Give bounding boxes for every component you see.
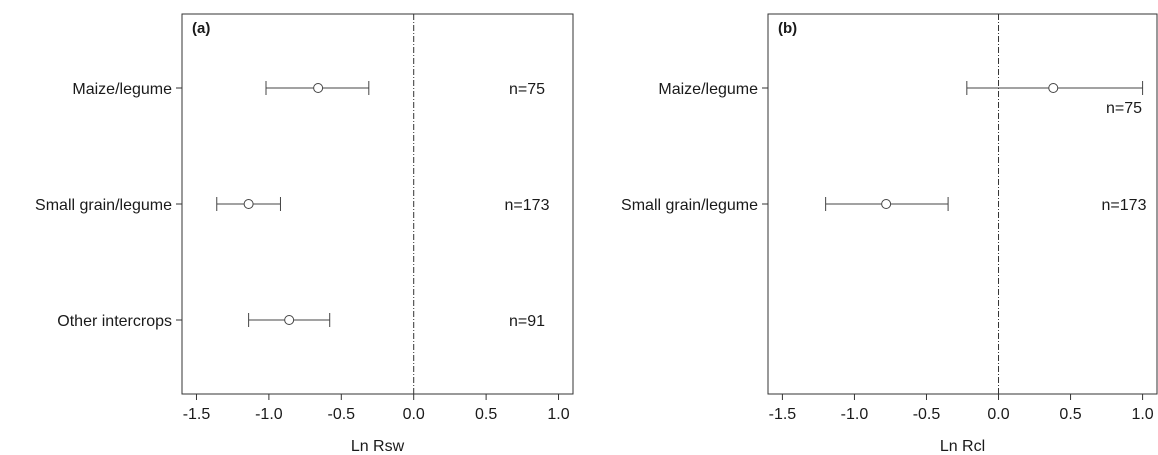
x-tick-label: -1.5 (183, 406, 211, 423)
n-label: n=75 (1106, 100, 1142, 117)
point-estimate (313, 83, 324, 93)
n-label: n=173 (505, 197, 550, 214)
category-label: Small grain/legume (35, 197, 172, 214)
x-tick-label: 1.0 (547, 406, 569, 423)
n-label: n=91 (509, 313, 545, 330)
x-axis-label: Ln Rcl (940, 438, 985, 455)
x-tick-label: -1.0 (841, 406, 869, 423)
x-axis-label: Ln Rsw (351, 438, 405, 455)
x-tick-label: 0.0 (987, 406, 1009, 423)
category-label: Maize/legume (72, 81, 172, 98)
n-label: n=75 (509, 81, 545, 98)
point-estimate (881, 199, 892, 209)
x-tick-label: -0.5 (328, 406, 356, 423)
panel-a: (a) -1.5 -1.0 -0.5 0.0 0.5 1.0 Ln Rsw Maize/legu… (35, 13, 574, 455)
x-tick-label: -0.5 (913, 406, 941, 423)
panel-label: (a) (192, 20, 210, 37)
point-estimate (284, 315, 295, 325)
n-label: n=173 (1102, 197, 1147, 214)
panel-b: (b) -1.5 -1.0 -0.5 0.0 0.5 1.0 Ln Rcl Maize/legu… (621, 13, 1158, 455)
x-tick-label: 0.0 (403, 406, 425, 423)
category-label: Maize/legume (658, 81, 758, 98)
point-estimate (243, 199, 254, 209)
x-tick-label: -1.0 (255, 406, 283, 423)
panel-label: (b) (778, 20, 797, 37)
category-label: Other intercrops (57, 313, 172, 330)
category-label: Small grain/legume (621, 197, 758, 214)
x-tick-label: 0.5 (1059, 406, 1081, 423)
x-tick-label: 0.5 (475, 406, 497, 423)
point-estimate (1048, 83, 1059, 93)
x-tick-label: -1.5 (769, 406, 797, 423)
x-tick-label: 1.0 (1131, 406, 1153, 423)
